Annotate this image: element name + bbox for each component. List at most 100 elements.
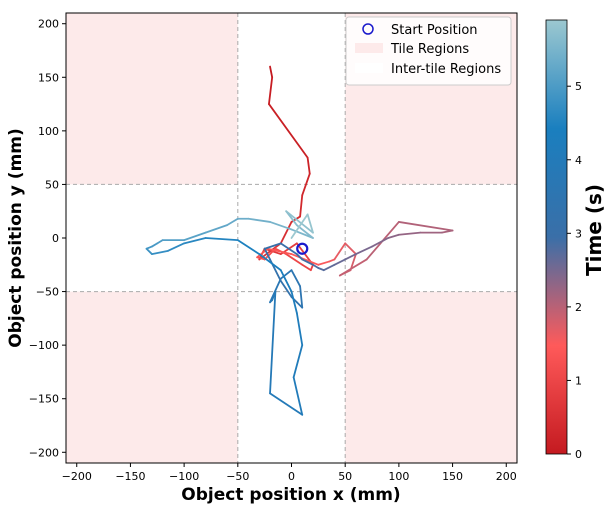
legend-tile-swatch — [355, 43, 383, 53]
trajectory-segment — [263, 242, 282, 250]
trajectory-segment — [306, 156, 311, 175]
x-tick-label: 200 — [496, 470, 517, 483]
trajectory-segment — [306, 213, 314, 234]
y-tick-label: 50 — [45, 178, 59, 191]
trajectory-segment — [269, 290, 277, 395]
trajectory-segment — [145, 247, 153, 255]
trajectory-segment — [269, 65, 274, 79]
trajectory-segment — [279, 221, 293, 245]
x-tick-label: 0 — [288, 470, 295, 483]
trajectory-segment — [204, 224, 228, 234]
trajectory-segment — [269, 392, 304, 416]
colorbar-tick-label: 2 — [575, 301, 582, 314]
trajectory-segment — [290, 269, 301, 288]
trajectory-segment — [344, 253, 357, 261]
trajectory-segment — [328, 258, 336, 263]
y-tick-label: 200 — [38, 18, 59, 31]
trajectory-segment — [299, 194, 304, 218]
tile-region — [345, 291, 517, 463]
x-tick-label: −200 — [62, 470, 92, 483]
trajectory-segment — [285, 210, 314, 234]
trajectory-segment — [268, 76, 274, 105]
trajectory-segment — [151, 249, 169, 255]
trajectory-path — [145, 65, 454, 416]
trajectory-segment — [226, 217, 239, 227]
trajectory-segment — [387, 233, 400, 239]
trajectory-segment — [397, 221, 454, 232]
y-tick-label: −150 — [29, 393, 59, 406]
trajectory-segment — [322, 263, 336, 272]
colorbar-tick-label: 1 — [575, 374, 582, 387]
x-tick-label: −150 — [115, 470, 145, 483]
legend-inter-tile-swatch — [355, 63, 383, 73]
trajectory-segment — [204, 237, 239, 242]
trajectory-segment — [151, 242, 159, 248]
colorbar — [545, 19, 568, 455]
trajectory-segment — [266, 247, 293, 255]
trajectory-segment — [309, 263, 314, 272]
legend-inter-tile-regions: Inter-tile Regions — [391, 62, 501, 77]
y-tick-label: 0 — [52, 232, 59, 245]
colorbar-tick-label: 0 — [575, 448, 582, 461]
trajectory-segment — [317, 260, 330, 266]
legend-tile-regions: Tile Regions — [390, 42, 469, 57]
inter-tile-region — [237, 291, 346, 463]
x-tick-label: 100 — [388, 470, 409, 483]
x-tick-label: 50 — [338, 470, 352, 483]
x-axis-label: Object position x (mm) — [181, 485, 400, 505]
inter-tile-region — [345, 184, 517, 292]
tile-region — [66, 291, 238, 463]
trajectory-segment — [183, 237, 207, 245]
trajectory-segment — [317, 267, 325, 272]
trajectory-segment — [355, 245, 373, 255]
trajectory-segment — [279, 279, 293, 298]
colorbar-ticks: 0 1 2 3 4 5 — [567, 80, 582, 461]
trajectory-segment — [290, 213, 309, 239]
trajectory-segment — [299, 285, 304, 309]
x-tick-label: 150 — [442, 470, 463, 483]
x-axis-ticks: −200 −150 −100 −50 0 50 100 150 200 — [62, 463, 517, 483]
trajectory-segment — [167, 242, 186, 252]
trajectory-segment — [344, 242, 357, 255]
colorbar-tick-label: 4 — [575, 154, 582, 167]
trajectory-segment — [285, 253, 304, 266]
trajectory-segment — [371, 237, 390, 248]
trajectory-segment — [279, 269, 293, 280]
y-axis-label: Object position y (mm) — [6, 128, 26, 348]
trajectory-segment — [295, 253, 304, 261]
trajectory-segment — [301, 258, 314, 266]
trajectory-segment — [338, 258, 368, 277]
trajectory-segment — [269, 221, 293, 231]
trajectory-segment — [258, 253, 282, 272]
trajectory-segment — [156, 239, 164, 245]
x-tick-label: −100 — [169, 470, 199, 483]
trajectory-segment — [312, 263, 320, 269]
trajectory-segment — [301, 263, 312, 272]
trajectory-segment — [145, 245, 153, 250]
trajectory-segment — [292, 344, 304, 379]
trajectory-segment — [268, 103, 309, 159]
colorbar-tick-label: 5 — [575, 80, 582, 93]
trajectory-segment — [440, 229, 454, 234]
trajectory-segment — [256, 256, 266, 261]
y-tick-label: 150 — [38, 71, 59, 84]
y-tick-label: −50 — [36, 286, 59, 299]
trajectory-segment — [247, 217, 271, 223]
trajectory-segment — [290, 228, 314, 239]
trajectory-segment — [301, 172, 311, 197]
trajectory-segment — [295, 312, 304, 347]
trajectory-segment — [269, 277, 282, 304]
trajectory-segment — [292, 376, 304, 416]
y-tick-label: −100 — [29, 339, 59, 352]
legend-start-position: Start Position — [391, 23, 478, 38]
colorbar-label: Time (s) — [582, 184, 606, 276]
start-position-marker — [296, 242, 309, 255]
y-tick-label: 100 — [38, 125, 59, 138]
trajectory-segment — [349, 253, 357, 272]
y-tick-label: −200 — [29, 446, 59, 459]
trajectory-segment — [333, 258, 347, 266]
x-tick-label: −50 — [226, 470, 249, 483]
legend-start-marker-icon — [362, 23, 374, 35]
trajectory-segment — [290, 253, 320, 266]
